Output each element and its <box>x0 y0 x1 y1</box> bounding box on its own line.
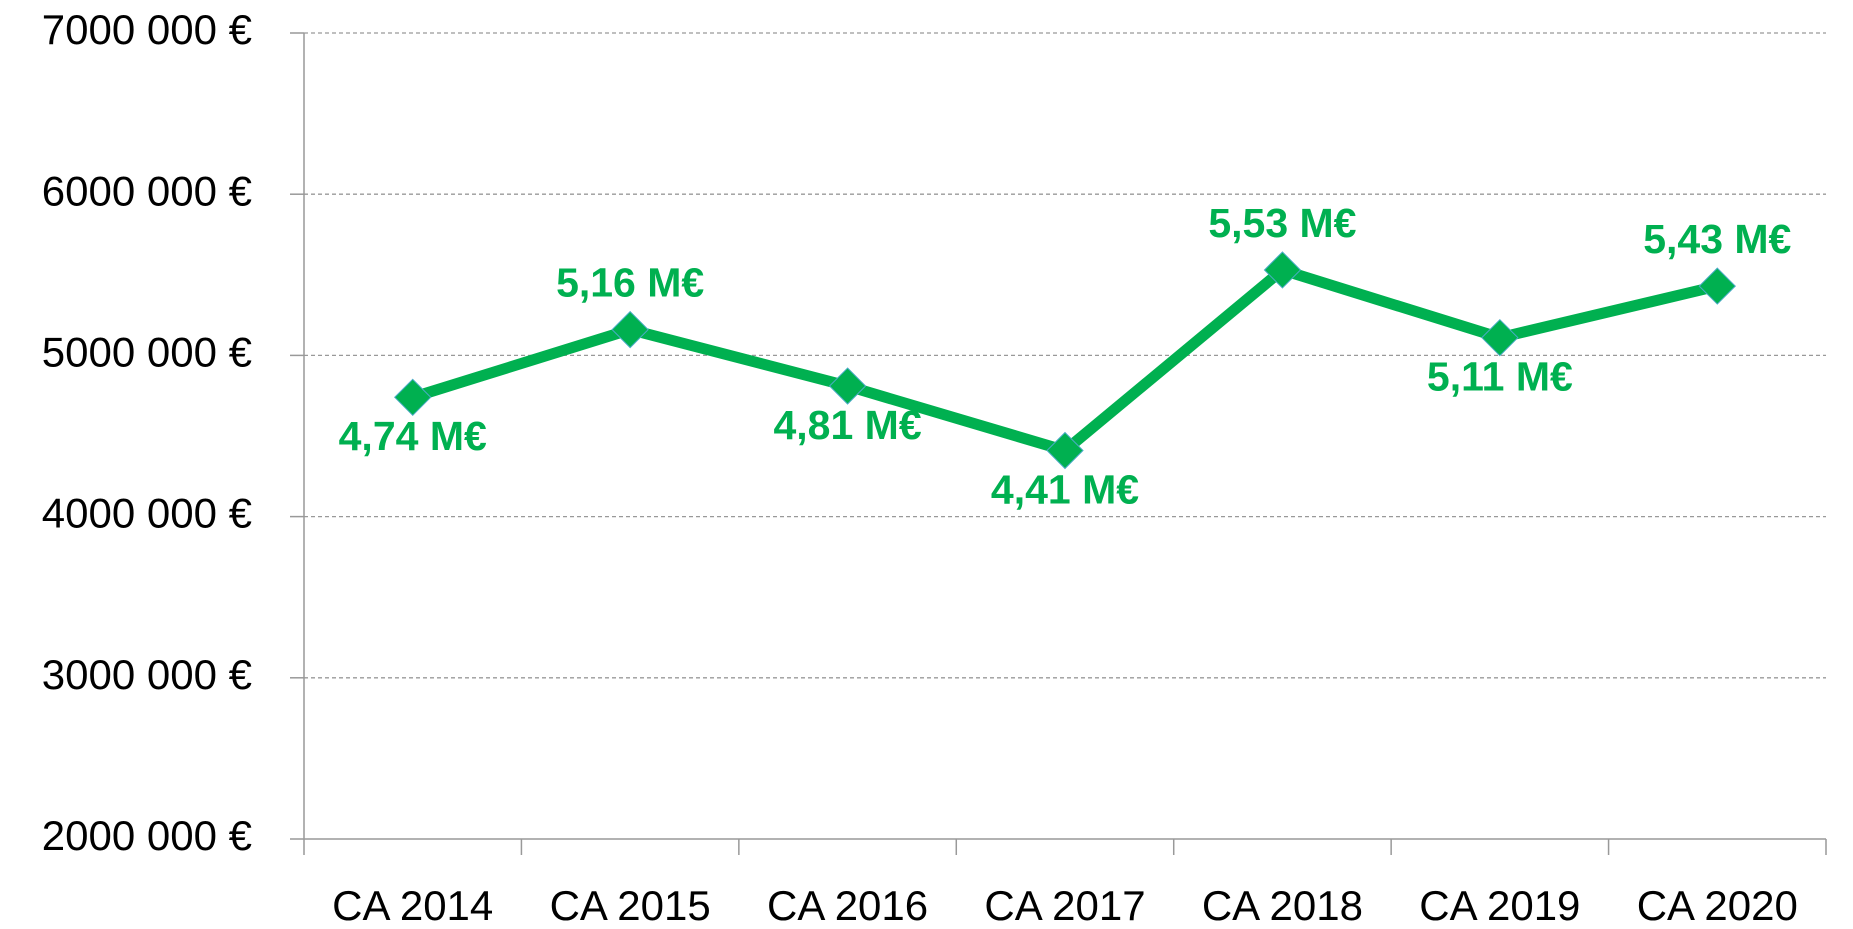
marker <box>828 367 867 405</box>
marker <box>1698 267 1736 305</box>
marker <box>611 310 649 349</box>
data-label: 4,41 M€ <box>991 466 1139 512</box>
marker <box>1481 318 1519 357</box>
data-label: 4,81 M€ <box>773 402 921 448</box>
y-tick-label: 4000 000 € <box>42 490 252 537</box>
marker <box>1263 251 1302 289</box>
data-label: 5,43 M€ <box>1643 216 1791 262</box>
x-tick-label: CA 2015 <box>550 882 711 929</box>
data-label: 5,53 M€ <box>1208 200 1356 246</box>
y-tick-label: 2000 000 € <box>42 812 252 859</box>
data-label: 5,16 M€ <box>556 259 704 305</box>
x-tick-label: CA 2019 <box>1419 882 1580 929</box>
marker <box>394 378 432 417</box>
x-tick-label: CA 2020 <box>1637 882 1798 929</box>
marker <box>1046 431 1084 470</box>
y-tick-label: 7000 000 € <box>42 6 252 53</box>
x-tick-label: CA 2016 <box>767 882 928 929</box>
data-label: 4,74 M€ <box>339 413 487 459</box>
data-label: 5,11 M€ <box>1427 353 1573 399</box>
y-tick-label: 5000 000 € <box>42 328 252 375</box>
y-tick-label: 3000 000 € <box>42 651 252 698</box>
x-tick-label: CA 2017 <box>984 882 1145 929</box>
x-tick-label: CA 2014 <box>332 882 493 929</box>
y-tick-label: 6000 000 € <box>42 167 252 214</box>
x-tick-label: CA 2018 <box>1202 882 1363 929</box>
